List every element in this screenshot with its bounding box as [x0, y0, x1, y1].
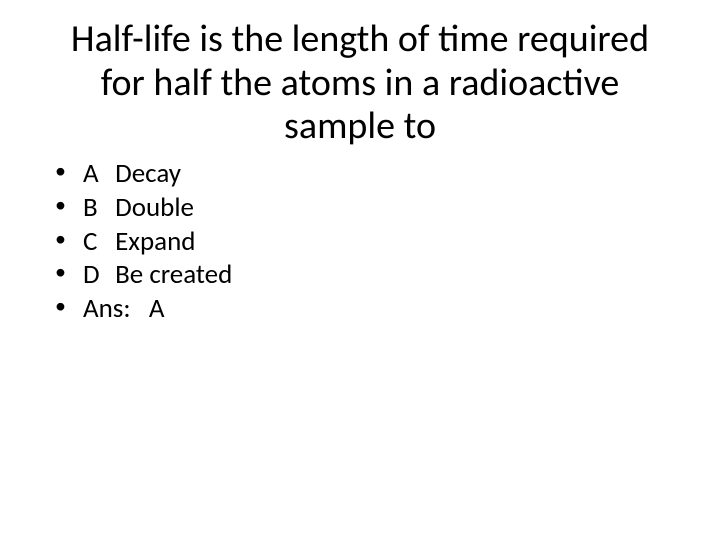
- list-item: C Expand: [55, 225, 675, 259]
- option-text: Be created: [115, 258, 232, 291]
- options-list: A Decay B Double C Expand D Be created A…: [45, 157, 675, 326]
- option-text: Decay: [115, 157, 181, 190]
- list-item: A Decay: [55, 157, 675, 191]
- option-letter: D: [83, 258, 109, 292]
- answer-value: A: [149, 292, 165, 325]
- option-letter: C: [83, 225, 109, 259]
- answer-line: Ans: A: [55, 292, 675, 326]
- option-letter: A: [83, 157, 109, 191]
- option-text: Expand: [115, 225, 195, 258]
- option-text: Double: [115, 191, 194, 224]
- list-item: D Be created: [55, 258, 675, 292]
- answer-label: Ans:: [83, 292, 131, 325]
- list-item: B Double: [55, 191, 675, 225]
- slide-title: Half-life is the length of time required…: [45, 18, 675, 149]
- slide: Half-life is the length of time required…: [0, 0, 720, 540]
- option-letter: B: [83, 191, 109, 225]
